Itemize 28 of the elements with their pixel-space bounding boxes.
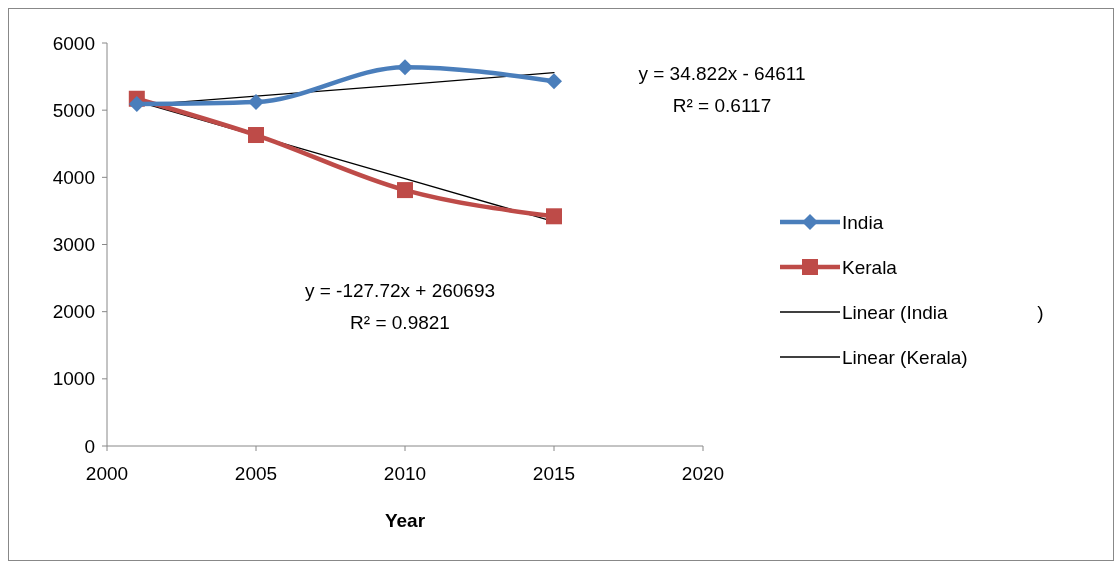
annotation: y = -127.72x + 260693	[304, 280, 496, 301]
legend-label: Kerala	[842, 256, 898, 278]
y-tick-label: 0	[84, 435, 95, 457]
y-tick-label: 4000	[52, 166, 95, 188]
point	[128, 96, 145, 113]
annotation: R² = 0.6117	[672, 95, 772, 116]
y-tick-label: 3000	[52, 234, 95, 256]
x-tick-label: 2005	[234, 463, 278, 484]
x-tick-label: 2010	[383, 463, 427, 484]
legend-label: India	[842, 211, 884, 233]
y-tick-label: 2000	[52, 301, 95, 323]
point	[248, 94, 264, 111]
point	[546, 208, 562, 225]
legend-label: Linear (India )	[842, 301, 1044, 323]
y-tick-label: 5000	[52, 99, 95, 121]
point	[546, 73, 562, 90]
annotation: y = 34.822x - 64611	[638, 63, 806, 84]
x-tick-label: 2000	[85, 463, 129, 484]
y-tick-label: 1000	[52, 368, 95, 390]
point	[248, 127, 264, 144]
x-tick-label: 2020	[681, 463, 725, 484]
annotation: R² = 0.9821	[350, 312, 450, 333]
point	[397, 182, 413, 199]
legend-label: Linear (Kerala)	[842, 346, 968, 368]
x-tick-label: 2015	[532, 463, 576, 484]
x-axis-title: Year	[384, 510, 426, 531]
y-tick-label: 6000	[52, 32, 95, 54]
point	[397, 59, 413, 76]
